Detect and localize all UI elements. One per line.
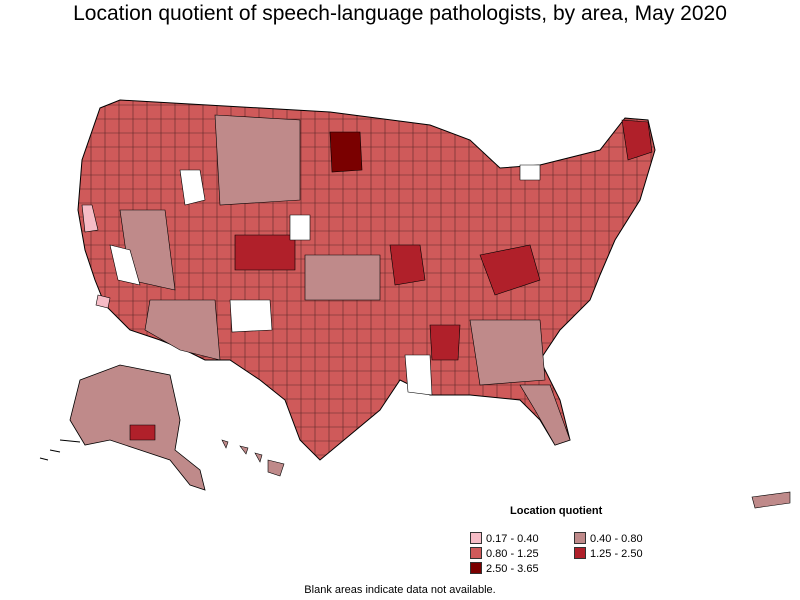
region-low-southeast	[469, 319, 546, 386]
region-very-low-california	[81, 204, 99, 233]
blank-area-new-york	[519, 164, 541, 181]
legend-label-0: 0.17 - 0.40	[486, 533, 539, 545]
legend-swatch-1	[574, 532, 586, 544]
legend-title: Location quotient	[510, 505, 603, 517]
blank-area-louisiana	[404, 354, 433, 396]
alaska-high-region	[129, 424, 156, 441]
legend-item-3: 1.25 - 2.50	[574, 547, 643, 560]
data-availability-note: Blank areas indicate data not available.	[304, 584, 496, 596]
region-very-high-north-dakota	[329, 131, 363, 173]
legend-label-3: 1.25 - 2.50	[590, 548, 643, 560]
blank-area-wyoming	[289, 214, 311, 241]
map-title: Location quotient of speech-language pat…	[73, 2, 727, 25]
legend-swatch-3	[574, 547, 586, 559]
region-low-arizona	[144, 299, 221, 361]
region-low-west	[214, 114, 301, 206]
puerto-rico	[751, 491, 791, 509]
region-low-florida	[519, 384, 571, 446]
legend-label-4: 2.50 - 3.65	[486, 563, 539, 575]
legend-item-0: 0.17 - 0.40	[470, 532, 539, 545]
region-very-low-socal	[95, 294, 111, 309]
blank-area-california	[109, 244, 141, 286]
alaska-aleutians	[39, 439, 81, 461]
legend-item-4: 2.50 - 3.65	[470, 562, 539, 575]
region-low-kansas	[304, 254, 381, 301]
legend-item-1: 0.40 - 0.80	[574, 532, 643, 545]
hawaii-islands	[221, 439, 285, 477]
legend-label-2: 0.80 - 1.25	[486, 548, 539, 560]
region-high-colorado	[234, 234, 296, 271]
legend-swatch-2	[470, 547, 482, 559]
legend-swatch-0	[470, 532, 482, 544]
legend-item-2: 0.80 - 1.25	[470, 547, 539, 560]
region-high-appalachia	[479, 244, 541, 296]
map-legend: Location quotient 0.17 - 0.40 0.40 - 0.8…	[470, 505, 700, 577]
region-high-missouri	[389, 244, 426, 286]
blank-area-new-mexico	[229, 299, 273, 333]
legend-swatch-4	[470, 562, 482, 574]
legend-label-1: 0.40 - 0.80	[590, 533, 643, 545]
region-high-maine	[621, 119, 653, 161]
region-high-mississippi	[429, 324, 461, 361]
blank-area-idaho	[179, 169, 206, 206]
